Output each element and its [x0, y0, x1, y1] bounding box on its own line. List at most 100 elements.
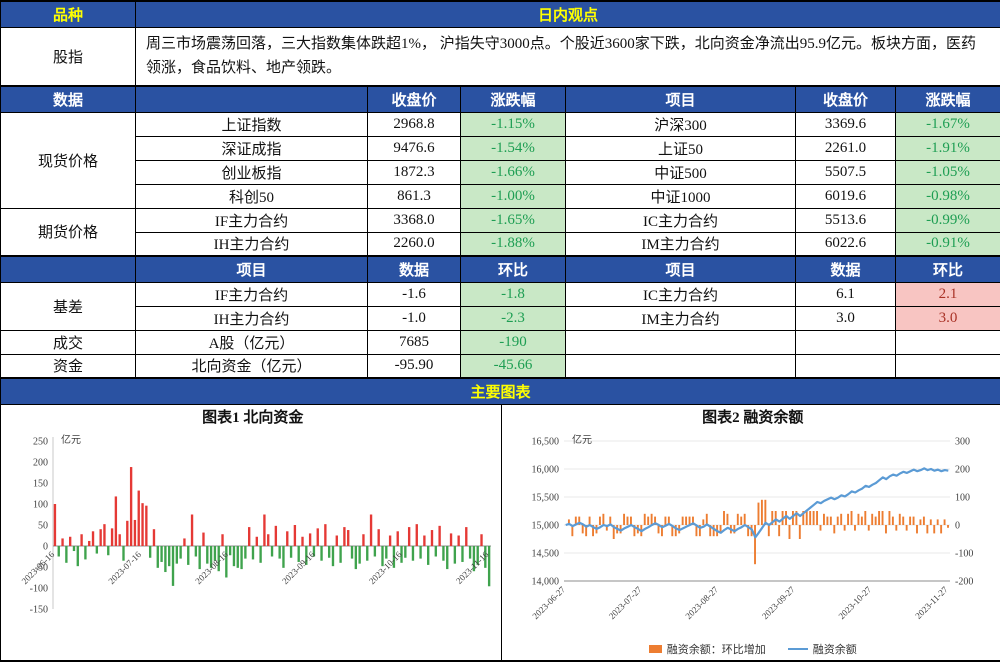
funds-value: -95.90 — [367, 353, 461, 379]
svg-text:200: 200 — [33, 457, 48, 468]
market-commentary: 周三市场震荡回落，三大指数集体跌超1%， 沪指失守3000点。个股近3600家下… — [134, 26, 1000, 87]
turnover-value: 7685 — [367, 329, 461, 355]
chart1-title: 图表1 北向资金 — [202, 409, 304, 426]
svg-text:100: 100 — [33, 499, 48, 510]
item-name: 上证50 — [565, 135, 796, 161]
basis-value: -1.6 — [367, 281, 461, 307]
item-name: 北向资金（亿元） — [135, 353, 368, 379]
svg-text:-100: -100 — [955, 548, 973, 559]
close-value: 6022.6 — [795, 231, 896, 257]
table-row: 基差 IF主力合约 -1.6 -1.8 IC主力合约 6.1 2.1 — [0, 281, 1000, 331]
pct-change: -1.91% — [894, 135, 1000, 161]
close-value: 3368.0 — [367, 207, 461, 233]
item-name: 沪深300 — [565, 111, 796, 137]
mom-value: -1.8 — [460, 281, 566, 307]
pct-change: -1.00% — [460, 183, 566, 209]
legend-label: 融资余额：环比增加 — [666, 643, 766, 656]
item-name: IC主力合约 — [565, 281, 796, 307]
item-name: 上证指数 — [135, 111, 368, 137]
item-name: A股（亿元） — [135, 329, 368, 355]
item-name: IM主力合约 — [565, 231, 796, 257]
item-name: IH主力合约 — [135, 305, 368, 331]
mom-header: 环比 — [894, 255, 1000, 283]
item-name: IM主力合约 — [565, 305, 796, 331]
basis-value: 6.1 — [795, 281, 896, 307]
variety-header: 品种 — [0, 0, 136, 28]
mom-value: -190 — [460, 329, 566, 355]
view-row: 股指 周三市场震荡回落，三大指数集体跌超1%， 沪指失守3000点。个股近360… — [0, 26, 1000, 87]
svg-text:14,500: 14,500 — [531, 548, 559, 559]
svg-text:16,000: 16,000 — [531, 464, 559, 475]
close-value: 9476.6 — [367, 135, 461, 161]
svg-text:2023-06-16: 2023-06-16 — [20, 548, 57, 585]
close-header-right: 收盘价 — [795, 85, 896, 113]
funds-group-label: 资金 — [0, 353, 136, 379]
change-header-right: 涨跌幅 — [894, 85, 1000, 113]
pct-change: -1.88% — [460, 231, 566, 257]
item-name: IF主力合约 — [135, 281, 368, 307]
basis-group-label: 基差 — [0, 281, 136, 331]
empty-cell — [565, 329, 796, 355]
item-header: 项目 — [135, 255, 368, 283]
empty-header-cell — [0, 255, 136, 283]
close-value: 3369.6 — [795, 111, 896, 137]
pct-change: -0.91% — [894, 231, 1000, 257]
table-row: IH主力合约 -1.0 -2.3 IM主力合约 3.0 3.0 — [1, 305, 1000, 331]
svg-text:2023-07-16: 2023-07-16 — [106, 548, 143, 585]
close-value: 6019.6 — [795, 183, 896, 209]
spot-group-label: 现货价格 — [0, 111, 136, 209]
mom-header: 环比 — [460, 255, 566, 283]
svg-text:-150: -150 — [30, 604, 48, 615]
svg-text:250: 250 — [33, 436, 48, 447]
pct-change: -0.98% — [894, 183, 1000, 209]
pct-change: -1.15% — [460, 111, 566, 137]
close-header-left: 收盘价 — [367, 85, 461, 113]
svg-text:亿元: 亿元 — [61, 433, 81, 446]
daily-view-header: 日内观点 — [134, 0, 1000, 28]
data-header: 数据 — [0, 85, 136, 113]
charts-section-title: 主要图表 — [0, 377, 1000, 405]
svg-text:150: 150 — [33, 478, 48, 489]
close-value: 2968.8 — [367, 111, 461, 137]
svg-text:-50: -50 — [35, 562, 48, 573]
legend-label: 融资余额 — [812, 643, 857, 656]
svg-text:15,500: 15,500 — [531, 492, 559, 503]
pct-change: -0.99% — [894, 207, 1000, 233]
chart2-legend: 融资余额：环比增加 融资余额 — [506, 641, 1000, 657]
svg-text:2023-08-27: 2023-08-27 — [683, 583, 720, 620]
mom-value: 3.0 — [894, 305, 1000, 331]
svg-text:-200: -200 — [955, 576, 973, 587]
svg-text:-100: -100 — [30, 583, 48, 594]
empty-header-cell — [135, 85, 368, 113]
empty-cell — [894, 329, 1000, 355]
item-header-right: 项目 — [565, 85, 796, 113]
item-name: 中证500 — [565, 159, 796, 185]
svg-text:0: 0 — [955, 520, 960, 531]
table-row: 现货价格 上证指数 2968.8 -1.15% 沪深300 3369.6 -1.… — [0, 111, 1000, 209]
close-value: 5513.6 — [795, 207, 896, 233]
svg-text:2023-11-27: 2023-11-27 — [913, 583, 950, 620]
data-header: 数据 — [367, 255, 461, 283]
svg-text:2023-06-27: 2023-06-27 — [530, 583, 567, 620]
item-name: IH主力合约 — [135, 231, 368, 257]
empty-cell — [894, 353, 1000, 379]
charts-area: 图表1 北向资金 250 200 150 100 50 0 -50 -100 -150 亿元 202… — [1, 405, 1000, 659]
mom-value: -2.3 — [460, 305, 566, 331]
northbound-funds-bar-chart: 250 200 150 100 50 0 -50 -100 -150 亿元 2023-06-16 20… — [5, 429, 501, 647]
mom-value: 2.1 — [894, 281, 1000, 307]
northbound-funds-chart-panel: 图表1 北向资金 250 200 150 100 50 0 -50 -100 -150 亿元 202… — [2, 405, 501, 659]
close-value: 861.3 — [367, 183, 461, 209]
charts-row: 图表1 北向资金 250 200 150 100 50 0 -50 -100 -150 亿元 202… — [0, 403, 1000, 661]
item-name: 科创50 — [135, 183, 368, 209]
svg-text:2023-10-27: 2023-10-27 — [836, 583, 873, 620]
view-group-label: 股指 — [0, 26, 136, 87]
basis-value: 3.0 — [795, 305, 896, 331]
svg-text:2023-07-27: 2023-07-27 — [606, 583, 643, 620]
pct-change: -1.66% — [460, 159, 566, 185]
empty-cell — [795, 353, 896, 379]
orange-bar-swatch-icon — [648, 644, 662, 653]
title-row: 品种 日内观点 — [0, 0, 1000, 28]
empty-cell — [795, 329, 896, 355]
margin-balance-chart-panel: 图表2 融资余额 16,500 16,000 15,500 15,000 14,500 1… — [500, 405, 1000, 659]
